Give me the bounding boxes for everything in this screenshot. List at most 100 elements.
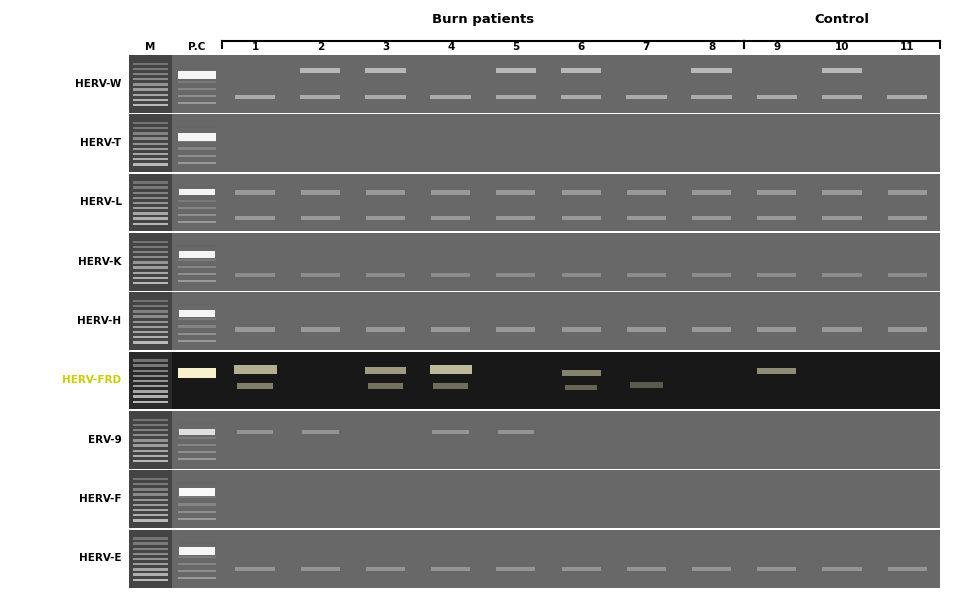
Bar — [498, 430, 534, 434]
Text: HERV-L: HERV-L — [79, 197, 122, 208]
Bar — [133, 553, 167, 555]
Bar — [133, 558, 167, 560]
Bar — [178, 148, 216, 149]
Bar — [627, 567, 666, 571]
Bar — [178, 95, 216, 97]
Bar — [133, 370, 167, 372]
Bar — [366, 567, 405, 571]
Text: 2: 2 — [317, 41, 323, 52]
Bar — [626, 95, 666, 99]
Bar — [178, 161, 216, 164]
Bar — [178, 518, 216, 520]
Bar — [691, 68, 732, 73]
Bar — [178, 133, 216, 135]
Bar — [562, 273, 601, 277]
Bar — [178, 437, 216, 439]
Bar — [497, 327, 536, 332]
Bar — [133, 246, 167, 248]
Bar — [433, 430, 469, 434]
Bar — [627, 215, 666, 220]
Bar — [179, 251, 214, 258]
Bar — [178, 67, 216, 69]
Text: M: M — [145, 41, 156, 52]
Bar — [178, 430, 216, 432]
Bar — [179, 488, 214, 496]
Bar — [133, 104, 167, 106]
Bar — [627, 327, 666, 332]
Bar — [496, 95, 536, 99]
Bar — [129, 409, 940, 411]
Bar — [178, 311, 216, 313]
Bar — [300, 95, 341, 99]
Bar — [133, 78, 167, 80]
Bar — [178, 325, 216, 328]
Bar — [133, 251, 167, 253]
Bar — [235, 567, 275, 571]
Bar — [692, 567, 731, 571]
Bar — [757, 95, 797, 99]
Bar — [133, 395, 167, 398]
Text: HERV-W: HERV-W — [76, 79, 122, 89]
Bar — [171, 54, 940, 113]
Bar — [235, 327, 275, 332]
Bar — [133, 568, 167, 571]
Bar — [129, 113, 171, 173]
Bar — [133, 364, 167, 367]
Bar — [171, 113, 940, 173]
Bar — [627, 190, 666, 194]
Bar — [133, 331, 167, 333]
Bar — [562, 567, 601, 571]
Bar — [178, 570, 216, 572]
Bar — [179, 189, 214, 195]
Bar — [497, 215, 536, 220]
Bar — [431, 95, 471, 99]
Bar — [757, 327, 796, 332]
Bar — [757, 368, 796, 374]
Bar — [757, 567, 796, 571]
Text: 11: 11 — [900, 41, 915, 52]
Bar — [133, 217, 167, 220]
Bar — [133, 336, 167, 338]
Bar — [129, 410, 171, 469]
Bar — [133, 341, 167, 344]
Text: 9: 9 — [773, 41, 780, 52]
Bar — [178, 511, 216, 512]
Text: HERV-FRD: HERV-FRD — [62, 376, 122, 385]
Bar — [133, 212, 167, 215]
Bar — [235, 215, 275, 220]
Bar — [366, 215, 405, 220]
Bar — [178, 259, 216, 261]
Bar — [133, 574, 167, 576]
Bar — [133, 137, 167, 140]
Bar — [366, 273, 405, 277]
Bar — [171, 232, 940, 292]
Bar — [133, 375, 167, 377]
Bar — [129, 172, 940, 174]
Bar — [178, 273, 216, 275]
Text: 8: 8 — [708, 41, 715, 52]
Bar — [133, 316, 167, 318]
Text: HERV-T: HERV-T — [80, 138, 122, 148]
Bar — [431, 327, 470, 332]
Bar — [171, 173, 940, 232]
Bar — [133, 158, 167, 160]
Bar — [887, 327, 926, 332]
Bar — [822, 327, 861, 332]
Bar — [133, 300, 167, 302]
Bar — [178, 332, 216, 335]
Bar — [133, 256, 167, 259]
Bar — [133, 266, 167, 269]
Bar — [887, 190, 926, 194]
Bar — [133, 163, 167, 166]
Text: P.C: P.C — [189, 41, 206, 52]
Bar — [133, 385, 167, 388]
Bar — [630, 382, 662, 388]
Bar — [497, 273, 536, 277]
Bar — [179, 547, 215, 556]
Bar — [133, 504, 167, 506]
Bar — [178, 103, 216, 104]
Bar — [133, 133, 167, 134]
Bar — [562, 327, 601, 332]
Bar — [171, 410, 940, 469]
Bar — [133, 127, 167, 130]
